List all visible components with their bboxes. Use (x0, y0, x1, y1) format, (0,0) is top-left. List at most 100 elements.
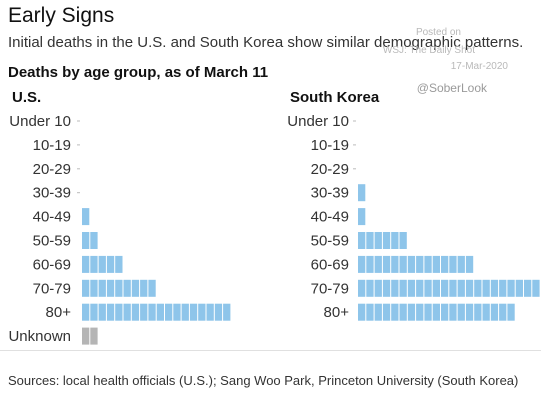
south-korea-block-70-79-6 (399, 279, 407, 297)
south-korea-block-70-79-21 (524, 279, 532, 297)
south-korea-label-40-49: 40-49 (311, 209, 349, 226)
u-s-block-unknown-1 (82, 327, 90, 345)
south-korea-block-60-69-14 (465, 255, 474, 273)
u-s-block-70-79-7 (131, 279, 140, 297)
u-s-bar-80 (82, 303, 231, 321)
u-s-block-60-69-2 (90, 255, 98, 273)
south-korea-block-70-79-11 (441, 279, 449, 297)
u-s-label-unknown: Unknown (8, 328, 71, 345)
south-korea-label-30-39: 30-39 (311, 185, 349, 202)
south-korea-bar-80 (358, 303, 515, 321)
south-korea-block-80-17 (490, 303, 499, 321)
south-korea-block-80-10 (432, 303, 440, 321)
south-korea-block-70-79-1 (358, 279, 366, 297)
u-s-label-under-10: Under 10 (9, 113, 71, 130)
south-korea-block-80-4 (382, 303, 391, 321)
u-s-block-80-3 (98, 303, 106, 321)
south-korea-block-70-79-22 (532, 279, 540, 297)
south-korea-block-70-79-20 (515, 279, 523, 297)
south-korea-bar-50-59 (358, 232, 407, 249)
watermark-date: 17-Mar-2020 (450, 61, 508, 72)
u-s-bar-60-69 (82, 255, 123, 273)
south-korea-block-80-13 (457, 303, 465, 321)
south-korea-block-70-79-8 (416, 279, 424, 297)
u-s-block-80-2 (90, 303, 98, 321)
south-korea-block-80-8 (416, 303, 424, 321)
south-korea-block-60-69-13 (457, 255, 465, 273)
u-s-block-80-15 (198, 303, 206, 321)
south-korea-label-under-10: Under 10 (287, 113, 349, 130)
u-s-label-10-19: 10-19 (33, 137, 71, 154)
south-korea-block-80-2 (366, 303, 374, 321)
u-s-block-80-7 (131, 303, 140, 321)
u-s-block-60-69-1 (82, 255, 90, 273)
chart-title: Early Signs (8, 4, 115, 27)
south-korea-block-80-9 (424, 303, 432, 321)
south-korea-bar-70-79 (358, 279, 540, 297)
watermark-posted: Posted on (415, 27, 461, 38)
south-korea-block-70-79-14 (465, 279, 474, 297)
south-korea-bar-40-49 (358, 208, 366, 226)
south-korea-block-50-59-3 (374, 232, 382, 249)
u-s-label-20-29: 20-29 (33, 161, 71, 178)
u-s-block-80-11 (165, 303, 173, 321)
u-s-block-80-13 (181, 303, 189, 321)
u-s-block-50-59-2 (90, 232, 98, 249)
south-korea-block-60-69-8 (416, 255, 424, 273)
south-korea-block-50-59-4 (382, 232, 391, 249)
south-korea-block-70-79-17 (490, 279, 499, 297)
south-korea-block-70-79-9 (424, 279, 432, 297)
south-korea-block-50-59-1 (358, 232, 366, 249)
south-korea-label-70-79: 70-79 (311, 280, 349, 297)
u-s-bar-70-79 (82, 279, 156, 297)
south-korea-block-80-18 (499, 303, 507, 321)
south-korea-block-70-79-18 (499, 279, 507, 297)
south-korea-block-60-69-11 (441, 255, 449, 273)
south-korea-block-80-16 (482, 303, 490, 321)
u-s-label-50-59: 50-59 (33, 233, 71, 250)
south-korea-block-70-79-3 (374, 279, 382, 297)
south-korea-block-30-39-1 (358, 184, 366, 202)
south-korea-block-80-5 (391, 303, 399, 321)
south-korea-block-80-1 (358, 303, 366, 321)
u-s-bar-50-59 (82, 232, 98, 249)
south-korea-panel-title: South Korea (290, 89, 380, 106)
south-korea-block-80-19 (507, 303, 515, 321)
u-s-block-80-16 (206, 303, 214, 321)
south-korea-bar-60-69 (358, 255, 474, 273)
south-korea-block-50-59-5 (391, 232, 399, 249)
u-s-block-80-14 (189, 303, 198, 321)
watermark-source: WSJ: The Daily Shot (382, 45, 475, 56)
south-korea-block-60-69-3 (374, 255, 382, 273)
south-korea-block-60-69-9 (424, 255, 432, 273)
south-korea-block-70-79-13 (457, 279, 465, 297)
u-s-label-40-49: 40-49 (33, 209, 71, 226)
u-s-label-80: 80+ (46, 304, 72, 321)
south-korea-block-70-79-16 (482, 279, 490, 297)
watermark-handle: @SoberLook (416, 81, 487, 95)
south-korea-label-20-29: 20-29 (311, 161, 349, 178)
section-title: Deaths by age group, as of March 11 (8, 64, 269, 81)
u-s-block-70-79-4 (106, 279, 115, 297)
u-s-block-80-6 (123, 303, 131, 321)
u-s-bar-unknown (82, 327, 98, 345)
u-s-block-70-79-9 (148, 279, 156, 297)
u-s-block-40-49-1 (82, 208, 90, 226)
u-s-block-60-69-4 (106, 255, 115, 273)
south-korea-label-60-69: 60-69 (311, 256, 349, 273)
u-s-block-80-9 (148, 303, 156, 321)
u-s-block-70-79-6 (123, 279, 131, 297)
south-korea-label-50-59: 50-59 (311, 233, 349, 250)
u-s-block-80-12 (173, 303, 181, 321)
south-korea-block-80-14 (465, 303, 474, 321)
south-korea-block-70-79-19 (507, 279, 515, 297)
u-s-block-unknown-2 (90, 327, 98, 345)
u-s-block-80-17 (214, 303, 223, 321)
south-korea-block-70-79-5 (391, 279, 399, 297)
south-korea-block-80-15 (474, 303, 482, 321)
south-korea-block-60-69-1 (358, 255, 366, 273)
u-s-block-60-69-5 (115, 255, 123, 273)
south-korea-block-70-79-10 (432, 279, 440, 297)
south-korea-block-60-69-12 (449, 255, 457, 273)
u-s-block-70-79-1 (82, 279, 90, 297)
